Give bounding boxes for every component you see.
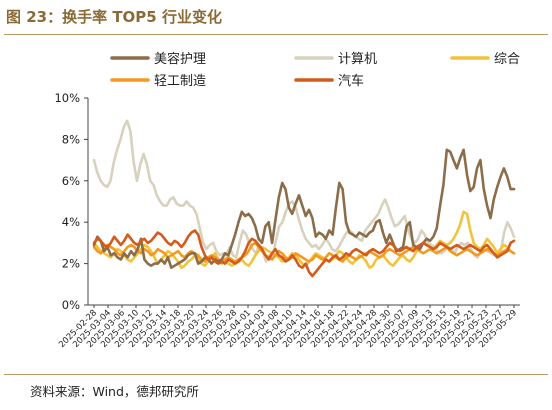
y-tick-label: 6% [62,174,80,188]
y-tick-label: 10% [54,91,80,105]
legend-label-1: 美容护理 [154,51,206,67]
legend-label-2: 计算机 [338,52,377,67]
source-divider [4,374,548,375]
x-axis-tick-labels: 2025-02-282025-03-042025-03-062025-03-10… [57,305,519,350]
legend-label-3: 综合 [494,52,520,67]
legend-label-4: 轻工制造 [154,74,206,89]
figure-title: 图 23：换手率 TOP5 行业变化 [6,8,222,26]
series-line-4 [92,241,516,263]
series-line-2 [92,119,516,263]
series-line-5 [92,229,516,278]
source-note: 资料来源：Wind，德邦研究所 [30,384,199,399]
y-tick-label: 4% [62,215,80,229]
y-tick-label: 8% [62,132,80,146]
title-divider [4,34,548,35]
series-line-1 [92,148,516,270]
plot-area [92,119,516,278]
legend-label-5: 汽车 [338,73,364,89]
y-tick-label: 2% [62,257,80,271]
y-tick-label: 0% [62,298,80,312]
